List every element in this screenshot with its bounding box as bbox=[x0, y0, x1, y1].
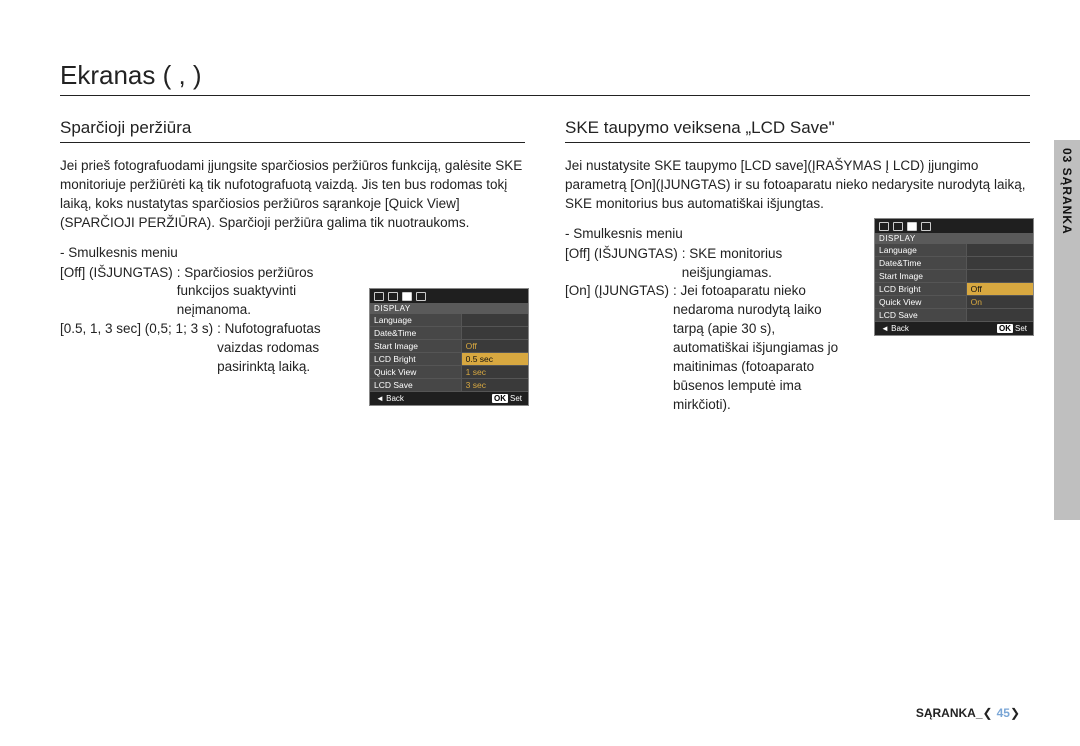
sound-icon bbox=[893, 222, 903, 231]
lcd-label: LCD Bright bbox=[875, 283, 967, 295]
lcd-label: LCD Save bbox=[875, 309, 967, 321]
left-section-title: Sparčioji peržiūra bbox=[60, 118, 525, 143]
lcd-row: Quick ViewOn bbox=[875, 296, 1033, 309]
lcd-label: Date&Time bbox=[875, 257, 967, 269]
lcd-top-icons bbox=[875, 219, 1033, 233]
right-section-title: SKE taupymo veiksena „LCD Save" bbox=[565, 118, 1030, 143]
lcd-value: Off bbox=[967, 283, 1033, 295]
lcd-value: 1 sec bbox=[462, 366, 528, 378]
lcd-menu-list: Language Date&Time Start Image LCD Brigh… bbox=[875, 244, 1033, 322]
lcd-label: LCD Save bbox=[370, 379, 462, 391]
lcd-row-selected: LCD Bright0.5 sec bbox=[370, 353, 528, 366]
lcd-back-label: ◄ Back bbox=[881, 324, 909, 333]
lcd-value: 3 sec bbox=[462, 379, 528, 391]
lcd-label: Language bbox=[875, 244, 967, 256]
lcd-label: Start Image bbox=[875, 270, 967, 282]
right-body-text: Jei nustatysite SKE taupymo [LCD save](Į… bbox=[565, 157, 1030, 214]
option-key: [0.5, 1, 3 sec] (0,5; 1; 3 s) bbox=[60, 320, 213, 377]
camera-lcd-left: DISPLAY Language Date&Time Start ImageOf… bbox=[369, 288, 529, 406]
option-row: [Off] (IŠJUNGTAS) : SKE monitorius neišj… bbox=[565, 245, 845, 283]
display-icon bbox=[402, 292, 412, 301]
content-columns: Sparčioji peržiūra Jei prieš fotografuod… bbox=[60, 118, 1030, 415]
lcd-ok-label: OKSet bbox=[492, 394, 522, 403]
camera-icon bbox=[374, 292, 384, 301]
lcd-row: Language bbox=[370, 314, 528, 327]
left-options-block: - Smulkesnis meniu [Off] (IŠJUNGTAS) : S… bbox=[60, 245, 330, 377]
left-column: Sparčioji peržiūra Jei prieš fotografuod… bbox=[60, 118, 525, 415]
lcd-label: Quick View bbox=[875, 296, 967, 308]
option-key: [On] (ĮJUNGTAS) bbox=[565, 282, 669, 414]
lcd-row: Start Image bbox=[875, 270, 1033, 283]
option-key: [Off] (IŠJUNGTAS) bbox=[565, 245, 678, 283]
lcd-value bbox=[462, 327, 528, 339]
lcd-back-label: ◄ Back bbox=[376, 394, 404, 403]
lcd-row: Quick View1 sec bbox=[370, 366, 528, 379]
option-value: : Nufotografuotas vaizdas rodomas pasiri… bbox=[217, 320, 330, 377]
option-row: [0.5, 1, 3 sec] (0,5; 1; 3 s) : Nufotogr… bbox=[60, 320, 330, 377]
lcd-header: DISPLAY bbox=[875, 233, 1033, 244]
option-value: : SKE monitorius neišjungiamas. bbox=[682, 245, 845, 283]
lcd-menu-list: Language Date&Time Start ImageOff LCD Br… bbox=[370, 314, 528, 392]
side-tab: 03 SĄRANKA bbox=[1054, 140, 1080, 520]
camera-lcd-right: DISPLAY Language Date&Time Start Image L… bbox=[874, 218, 1034, 336]
right-column: SKE taupymo veiksena „LCD Save" Jei nust… bbox=[565, 118, 1030, 415]
bracket-icon: ❯ bbox=[1010, 706, 1020, 720]
lcd-value bbox=[462, 314, 528, 326]
lcd-footer: ◄ Back OKSet bbox=[875, 322, 1033, 335]
camera-icon bbox=[879, 222, 889, 231]
page-number: 45 bbox=[997, 706, 1010, 720]
lcd-value: Off bbox=[462, 340, 528, 352]
lcd-footer: ◄ Back OKSet bbox=[370, 392, 528, 405]
left-body-text: Jei prieš fotografuodami įjungsite sparč… bbox=[60, 157, 525, 233]
page-title: Ekranas ( , ) bbox=[60, 60, 1030, 96]
settings-icon bbox=[416, 292, 426, 301]
right-submenu-label: - Smulkesnis meniu bbox=[565, 226, 845, 241]
page-footer: SĄRANKA_❮ 45❯ bbox=[916, 706, 1020, 720]
footer-section: SĄRANKA_ bbox=[916, 706, 983, 720]
lcd-row: LCD Save3 sec bbox=[370, 379, 528, 392]
left-submenu-label: - Smulkesnis meniu bbox=[60, 245, 330, 260]
lcd-value bbox=[967, 244, 1033, 256]
lcd-label: LCD Bright bbox=[370, 353, 462, 365]
option-row: [On] (ĮJUNGTAS) : Jei fotoaparatu nieko … bbox=[565, 282, 845, 414]
sound-icon bbox=[388, 292, 398, 301]
right-options-block: - Smulkesnis meniu [Off] (IŠJUNGTAS) : S… bbox=[565, 226, 845, 415]
lcd-row: Date&Time bbox=[370, 327, 528, 340]
lcd-ok-label: OKSet bbox=[997, 324, 1027, 333]
side-tab-label: 03 SĄRANKA bbox=[1060, 148, 1074, 235]
display-icon bbox=[907, 222, 917, 231]
lcd-value bbox=[967, 270, 1033, 282]
lcd-value bbox=[967, 309, 1033, 321]
option-value: : Sparčiosios peržiūros funkcijos suakty… bbox=[177, 264, 330, 321]
option-key: [Off] (IŠJUNGTAS) bbox=[60, 264, 173, 321]
lcd-label: Language bbox=[370, 314, 462, 326]
lcd-row: Date&Time bbox=[875, 257, 1033, 270]
lcd-label: Quick View bbox=[370, 366, 462, 378]
lcd-row-selected: LCD BrightOff bbox=[875, 283, 1033, 296]
lcd-label: Start Image bbox=[370, 340, 462, 352]
lcd-row: LCD Save bbox=[875, 309, 1033, 322]
lcd-value bbox=[967, 257, 1033, 269]
settings-icon bbox=[921, 222, 931, 231]
lcd-value: On bbox=[967, 296, 1033, 308]
lcd-header: DISPLAY bbox=[370, 303, 528, 314]
option-row: [Off] (IŠJUNGTAS) : Sparčiosios peržiūro… bbox=[60, 264, 330, 321]
lcd-top-icons bbox=[370, 289, 528, 303]
lcd-value: 0.5 sec bbox=[462, 353, 528, 365]
bracket-icon: ❮ bbox=[983, 706, 993, 720]
lcd-row: Start ImageOff bbox=[370, 340, 528, 353]
lcd-row: Language bbox=[875, 244, 1033, 257]
lcd-label: Date&Time bbox=[370, 327, 462, 339]
option-value: : Jei fotoaparatu nieko nedaroma nurodyt… bbox=[673, 282, 845, 414]
